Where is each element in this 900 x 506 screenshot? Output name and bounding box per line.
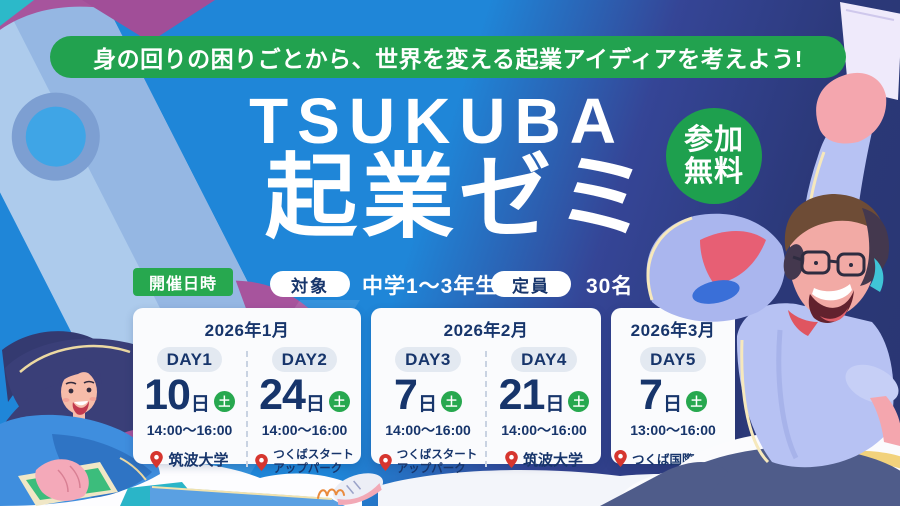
location-pin-icon <box>255 454 269 472</box>
shoelace-doodle <box>317 488 345 499</box>
schedule-label: 開催日時 <box>133 268 233 296</box>
session-time: 14:00〜16:00 <box>146 422 233 438</box>
target-value: 中学1〜3年生 <box>362 275 498 298</box>
day-badge: DAY2 <box>271 347 338 372</box>
session-date: 10 日 土 <box>144 374 235 417</box>
session-venue: つくばスタート アップパーク <box>378 449 477 477</box>
hand <box>35 459 89 501</box>
schedule-card-january: 2026年1月 DAY1 10 日 土 14:00〜16:00 筑波大学 <box>133 308 361 475</box>
location-pin-icon <box>150 451 164 468</box>
rolled-cuff <box>845 364 899 404</box>
teal-corner-shape <box>0 0 34 26</box>
weekday-badge: 土 <box>440 391 462 412</box>
schedule-cards: 2026年1月 DAY1 10 日 土 14:00〜16:00 筑波大学 <box>133 308 735 475</box>
raised-arm <box>800 114 872 316</box>
session-time: 14:00〜16:00 <box>261 422 348 438</box>
session-date: 21 日 土 <box>499 374 590 417</box>
capacity-value: 30名 <box>586 275 634 298</box>
session-venue: つくば国際会議場 <box>614 449 732 468</box>
session-time: 14:00〜16:00 <box>385 422 471 438</box>
day-badge: DAY5 <box>640 347 706 372</box>
weekday-badge: 土 <box>568 391 590 412</box>
torso-shirt <box>736 303 894 468</box>
bent-arm <box>646 213 785 322</box>
session-time: 14:00〜16:00 <box>501 422 587 438</box>
session-day1: DAY1 10 日 土 14:00〜16:00 筑波大学 <box>133 341 246 477</box>
weekday-badge: 土 <box>685 391 707 412</box>
forearm <box>870 396 900 446</box>
column-divider <box>485 351 487 467</box>
target-pill: 対象 <box>270 271 350 297</box>
day-badge: DAY4 <box>511 347 577 372</box>
free-badge-circle: 参加 無料 <box>666 108 762 204</box>
session-venue: 筑波大学 <box>505 449 583 470</box>
teal-hair-streak <box>870 258 884 292</box>
location-pin-icon <box>505 451 518 468</box>
face <box>790 203 877 318</box>
headline-banner: 身の回りの困りごとから、世界を変える起業アイディアを考えよう! <box>50 36 846 78</box>
book <box>18 462 118 506</box>
yellow-board <box>742 450 900 490</box>
session-venue: 筑波大学 <box>150 449 229 470</box>
card-month: 2026年2月 <box>443 321 529 340</box>
collar <box>788 310 818 336</box>
day-badge: DAY1 <box>156 347 223 372</box>
title-japanese: 起業ゼミ <box>264 147 654 249</box>
glasses <box>800 250 831 275</box>
weekday-badge: 土 <box>328 391 350 412</box>
capacity-pill: 定員 <box>491 271 571 297</box>
paper-sheet <box>840 2 900 100</box>
day-badge: DAY3 <box>395 347 461 372</box>
hair <box>784 194 886 252</box>
session-time: 13:00〜16:00 <box>630 422 716 438</box>
card-month: 2026年1月 <box>204 321 290 340</box>
hand <box>816 72 887 144</box>
session-day2: DAY2 24 日 土 14:00〜16:00 つくばスタート アップパーク <box>248 341 361 477</box>
location-pin-icon <box>614 450 627 467</box>
headline-text: 身の回りの困りごとから、世界を変える起業アイディアを考えよう! <box>93 46 803 72</box>
session-date: 24 日 土 <box>259 374 350 417</box>
title-english: TSUKUBA <box>249 85 625 157</box>
session-day4: DAY4 21 日 土 14:00〜16:00 筑波大学 <box>487 341 601 477</box>
cloud <box>615 468 795 506</box>
mouth <box>808 290 854 323</box>
location-pin-icon <box>378 454 392 472</box>
card-month: 2026年3月 <box>630 321 716 340</box>
session-venue: つくばスタート アップパーク <box>255 449 354 477</box>
weekday-badge: 土 <box>213 391 235 412</box>
